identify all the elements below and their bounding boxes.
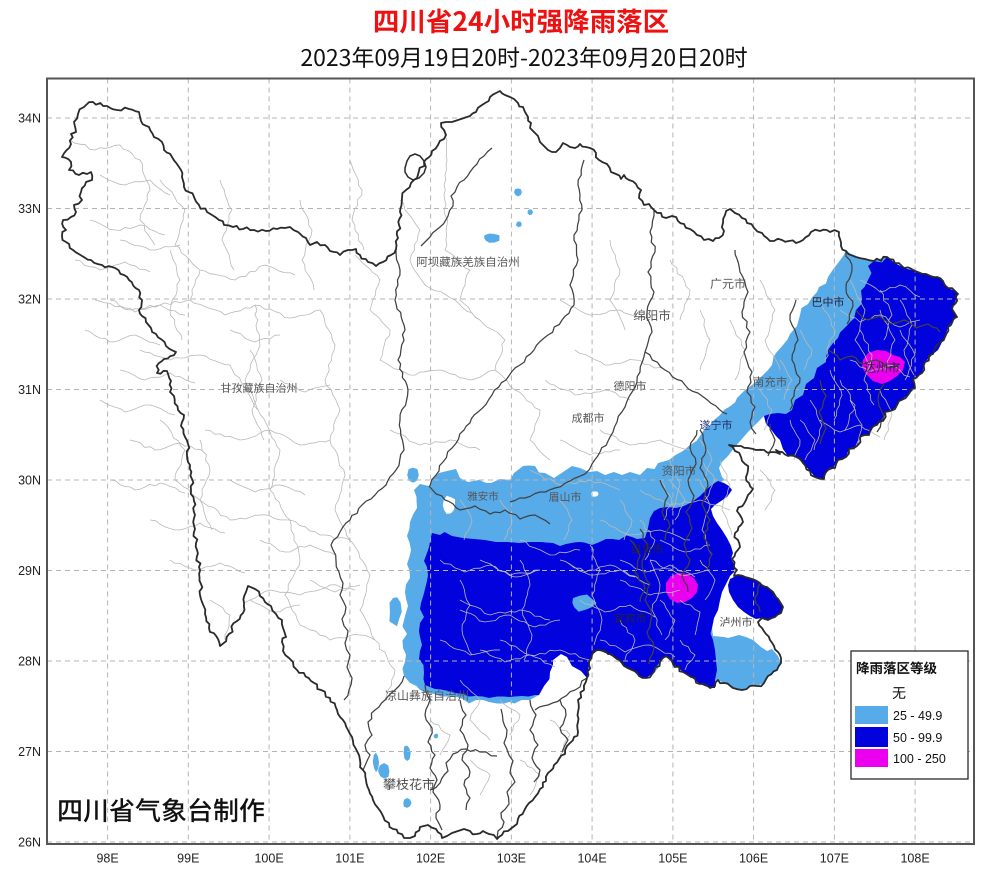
- svg-text:33N: 33N: [18, 202, 41, 216]
- svg-text:27N: 27N: [18, 745, 41, 759]
- svg-text:104E: 104E: [577, 852, 606, 866]
- svg-text:25 - 49.9: 25 - 49.9: [893, 709, 942, 723]
- svg-text:108E: 108E: [900, 852, 929, 866]
- svg-text:34N: 34N: [18, 111, 41, 125]
- svg-text:103E: 103E: [497, 852, 526, 866]
- svg-text:50 - 99.9: 50 - 99.9: [893, 731, 942, 745]
- svg-text:30N: 30N: [18, 473, 41, 487]
- svg-text:32N: 32N: [18, 292, 41, 306]
- svg-text:100 - 250: 100 - 250: [893, 752, 946, 766]
- svg-text:99E: 99E: [177, 852, 199, 866]
- svg-text:98E: 98E: [96, 852, 118, 866]
- svg-text:100E: 100E: [254, 852, 283, 866]
- svg-text:107E: 107E: [820, 852, 849, 866]
- svg-text:101E: 101E: [335, 852, 364, 866]
- svg-text:102E: 102E: [416, 852, 445, 866]
- svg-text:26N: 26N: [18, 835, 41, 849]
- svg-text:28N: 28N: [18, 654, 41, 668]
- svg-text:105E: 105E: [658, 852, 687, 866]
- svg-text:106E: 106E: [739, 852, 768, 866]
- svg-text:29N: 29N: [18, 564, 41, 578]
- svg-text:31N: 31N: [18, 383, 41, 397]
